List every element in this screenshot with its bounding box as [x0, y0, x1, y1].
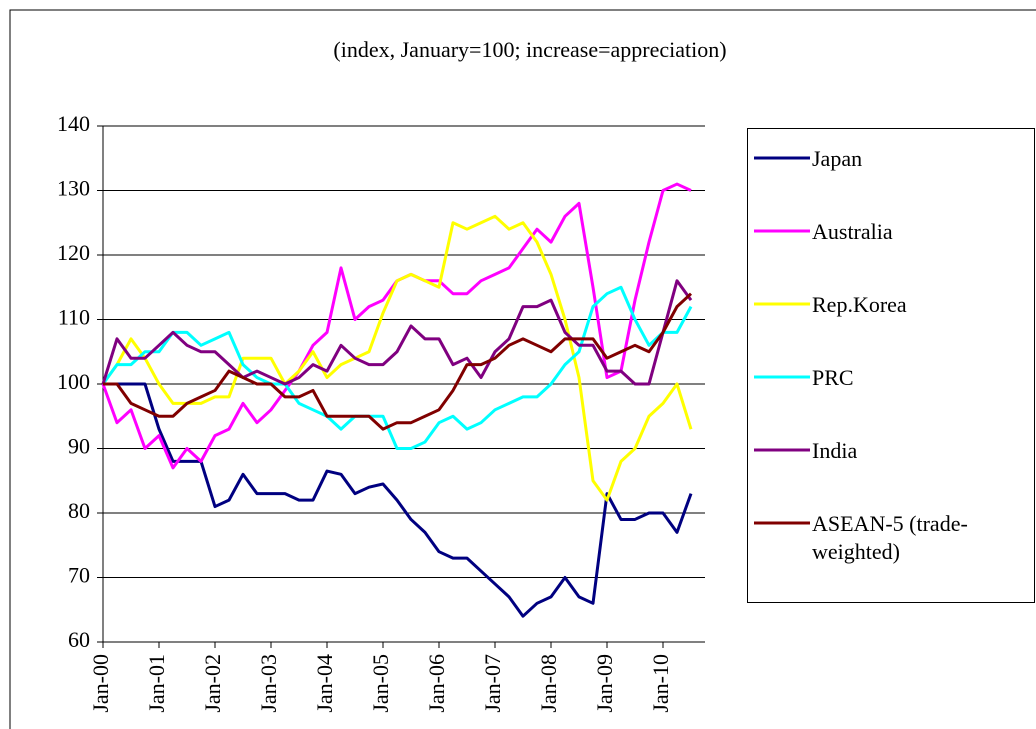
legend-swatch [754, 302, 810, 306]
legend-label: Japan [812, 146, 863, 171]
x-tick-label: Jan-00 [88, 654, 113, 713]
legend-swatch [754, 448, 810, 452]
series-line [103, 382, 693, 618]
legend-label: ASEAN-5 (trade-weighted) [812, 511, 968, 564]
y-tick-label: 110 [58, 305, 90, 330]
x-tick-label: Jan-06 [424, 654, 449, 713]
legend: Japan Australia Rep.Korea PRC India ASEAN-5 (… [747, 128, 1035, 603]
x-tick-label: Jan-09 [592, 654, 617, 713]
outer-border [9, 9, 1036, 729]
y-tick-label: 140 [57, 111, 90, 136]
x-tick-label: Jan-05 [368, 654, 393, 713]
legend-label: Rep.Korea [812, 292, 907, 317]
series-line [101, 214, 693, 502]
legend-swatch [754, 375, 810, 379]
legend-entry: ASEAN-5 (trade-weighted) [752, 510, 1032, 566]
legend-label: India [812, 438, 858, 463]
y-tick-label: 60 [68, 627, 90, 652]
legend-entry: India [752, 437, 1032, 465]
legend-label: PRC [812, 365, 854, 390]
y-tick-label: 130 [57, 176, 90, 201]
x-tick-label: Jan-07 [480, 654, 505, 713]
y-tick-label: 90 [68, 434, 90, 459]
legend-entry: Australia [752, 218, 1032, 246]
x-tick-label: Jan-01 [144, 654, 169, 713]
x-tick-label: Jan-02 [200, 654, 225, 713]
chart-title: (index, January=100; increase=appreciati… [333, 37, 726, 62]
legend-entry: Rep.Korea [752, 291, 1032, 319]
x-tick-label: Jan-08 [536, 654, 561, 713]
legend-entry: PRC [752, 364, 1032, 392]
x-tick-label: Jan-03 [256, 654, 281, 713]
legend-label: Australia [812, 219, 893, 244]
y-tick-label: 120 [57, 240, 90, 265]
series-line [101, 279, 693, 386]
series-line [103, 292, 693, 431]
legend-swatch [754, 229, 810, 233]
x-tick-label: Jan-04 [312, 654, 337, 713]
y-tick-label: 80 [68, 498, 90, 523]
y-tick-label: 100 [57, 369, 90, 394]
series-line [101, 285, 693, 450]
x-tick-label: Jan-10 [648, 654, 673, 713]
legend-swatch [754, 156, 810, 160]
legend-swatch [754, 521, 810, 525]
legend-entry: Japan [752, 145, 1032, 173]
y-tick-label: 70 [68, 563, 90, 588]
series-line [101, 182, 692, 470]
